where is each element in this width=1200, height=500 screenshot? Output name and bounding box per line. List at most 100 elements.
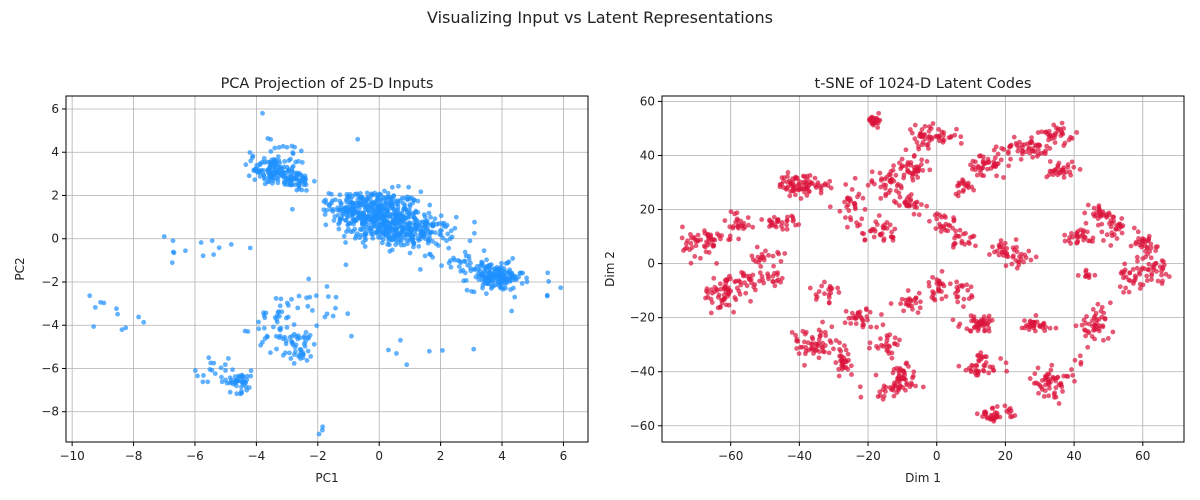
scatter-point (1001, 147, 1007, 152)
scatter-point (524, 279, 530, 285)
scatter-point (1033, 312, 1039, 318)
scatter-point (272, 157, 278, 163)
scatter-point (307, 332, 313, 338)
scatter-point (723, 281, 729, 287)
scatter-point (711, 237, 717, 242)
scatter-point (286, 158, 292, 163)
scatter-point (357, 235, 363, 241)
scatter-point (1030, 148, 1036, 154)
scatter-point (402, 202, 408, 208)
scatter-point (284, 325, 290, 330)
scatter-point (1104, 232, 1110, 238)
scatter-point (1062, 232, 1068, 238)
scatter-point (973, 243, 978, 249)
scatter-point (748, 298, 753, 304)
scatter-point (926, 279, 932, 285)
scatter-point (252, 177, 258, 183)
scatter-point (915, 175, 921, 180)
scatter-point (280, 352, 286, 358)
scatter-point (509, 308, 515, 314)
scatter-point (466, 253, 472, 259)
scatter-point (379, 205, 385, 210)
scatter-point (903, 147, 909, 153)
scatter-point (900, 385, 906, 390)
scatter-point (727, 236, 733, 242)
scatter-point (939, 268, 945, 274)
scatter-point (1072, 378, 1077, 384)
scatter-point (396, 183, 401, 189)
scatter-point (293, 342, 299, 348)
scatter-point (864, 314, 870, 319)
scatter-point (987, 364, 993, 370)
scatter-point (746, 222, 751, 228)
scatter-point (890, 370, 896, 376)
scatter-point (212, 371, 218, 377)
scatter-point (279, 309, 285, 315)
scatter-point (886, 343, 892, 349)
scatter-point (878, 195, 884, 201)
scatter-point (249, 155, 255, 161)
scatter-point (695, 232, 701, 238)
scatter-point (931, 296, 937, 302)
scatter-point (511, 285, 516, 291)
scatter-point (1084, 314, 1089, 319)
scatter-point (785, 174, 790, 179)
scatter-point (711, 275, 717, 281)
scatter-point (430, 238, 435, 244)
scatter-point (833, 338, 839, 343)
scatter-point (848, 321, 854, 326)
scatter-point (998, 356, 1004, 361)
scatter-point (705, 290, 711, 296)
scatter-point (754, 244, 760, 250)
scatter-point (987, 252, 992, 257)
scatter-point (261, 325, 267, 331)
scatter-point (509, 270, 515, 276)
scatter-point (247, 245, 253, 251)
scatter-point (924, 203, 930, 209)
scatter-point (901, 369, 907, 374)
scatter-point (761, 257, 767, 263)
scatter-point (913, 295, 919, 301)
scatter-point (306, 276, 312, 282)
scatter-point (228, 241, 234, 247)
scatter-point (1075, 238, 1081, 244)
scatter-point (806, 347, 812, 353)
scatter-point (343, 240, 348, 245)
scatter-point (904, 380, 910, 386)
scatter-points (679, 110, 1172, 424)
scatter-point (927, 218, 932, 224)
scatter-point (954, 126, 959, 132)
y-tick-label: 0 (51, 232, 59, 246)
scatter-point (343, 262, 349, 268)
scatter-point (913, 300, 919, 306)
scatter-point (1155, 244, 1160, 250)
scatter-point (467, 238, 473, 244)
scatter-point (211, 252, 217, 258)
scatter-point (413, 225, 419, 231)
scatter-point (822, 279, 827, 285)
scatter-point (292, 172, 298, 178)
scatter-point (1029, 135, 1034, 140)
scatter-point (970, 158, 976, 164)
scatter-point (873, 372, 879, 378)
scatter-point (937, 212, 943, 218)
scatter-point (223, 368, 228, 373)
scatter-point (937, 224, 943, 230)
scatter-point (680, 224, 685, 230)
scatter-point (363, 237, 368, 243)
scatter-point (446, 245, 452, 251)
scatter-point (972, 324, 977, 330)
scatter-point (429, 229, 435, 235)
scatter-point (238, 374, 244, 379)
scatter-point (708, 310, 714, 316)
scatter-point (759, 217, 765, 222)
scatter-point (430, 223, 436, 228)
scatter-point (908, 298, 914, 304)
scatter-point (1159, 258, 1165, 263)
scatter-point (490, 273, 496, 279)
scatter-point (277, 327, 283, 333)
scatter-point (683, 241, 689, 247)
scatter-point (1135, 229, 1141, 235)
scatter-point (332, 197, 338, 203)
scatter-point (277, 313, 282, 319)
